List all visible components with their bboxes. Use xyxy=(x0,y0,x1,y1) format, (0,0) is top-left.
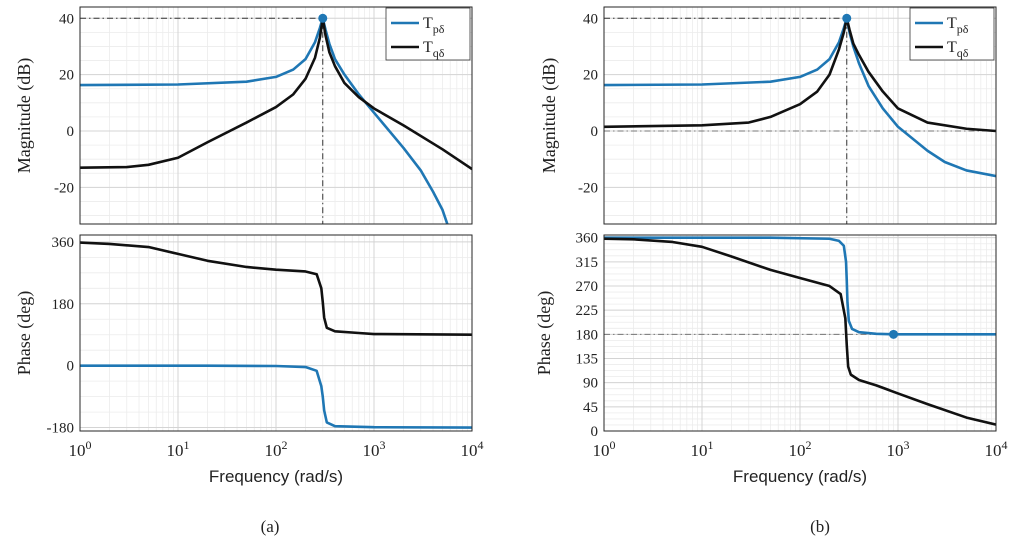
magnitude-axes-frame xyxy=(79,6,473,225)
magnitude-grid xyxy=(603,7,997,224)
series-line-p-delta xyxy=(80,16,449,224)
phase-marker-point xyxy=(889,329,899,339)
bode-plot-b: 40 20 0 -20 Magnitude (dB) 360 315 270 225 180 135… xyxy=(534,6,1008,536)
phase-y-tick-label: 315 xyxy=(576,255,599,271)
magnitude-y-tick-label: 40 xyxy=(59,11,74,27)
x-tick-label: 104 xyxy=(985,438,1008,460)
magnitude-y-axis-label: Magnitude (dB) xyxy=(539,58,560,173)
x-tick-label: 103 xyxy=(363,438,386,460)
phase-panel: 360 315 270 225 180 135 90 45 0 Phase (deg) 100 101… xyxy=(534,231,1008,460)
phase-y-tick-label: 45 xyxy=(583,400,598,416)
phase-panel: 360 180 0 -180 Phase (deg) 100 101 102 103 104 xyxy=(14,234,484,460)
phase-y-tick-label: 360 xyxy=(52,235,75,251)
magnitude-y-tick-label: 40 xyxy=(583,11,598,27)
magnitude-y-tick-label: 0 xyxy=(591,124,599,140)
phase-y-tick-label: 225 xyxy=(576,303,599,319)
legend-entry-label: Tqδ xyxy=(947,39,969,60)
magnitude-marker-point xyxy=(318,13,328,23)
phase-series xyxy=(604,236,996,426)
x-tick-label: 100 xyxy=(69,438,92,460)
legend-box xyxy=(909,7,995,61)
phase-y-axis-label: Phase (deg) xyxy=(14,291,35,375)
magnitude-marker-point xyxy=(842,13,852,23)
phase-y-tick-label: 90 xyxy=(583,376,598,392)
phase-axes-frame xyxy=(79,234,473,432)
magnitude-y-tick-label: 20 xyxy=(59,68,74,84)
series-line-p-delta xyxy=(604,236,996,336)
legend: Tpδ Tqδ xyxy=(385,7,471,61)
phase-grid xyxy=(603,235,997,432)
series-line-q-delta xyxy=(604,237,996,426)
series-line-q-delta xyxy=(80,241,472,337)
phase-y-tick-label: 135 xyxy=(576,352,599,368)
phase-axes-frame xyxy=(603,234,997,432)
phase-y-tick-label: 0 xyxy=(67,359,75,375)
magnitude-y-tick-label: -20 xyxy=(54,180,74,196)
phase-y-tick-label: 180 xyxy=(52,297,75,313)
legend-box xyxy=(385,7,471,61)
bode-plot-a: 40 20 0 -20 Magnitude (dB) 360 180 0 -180 Phase (… xyxy=(14,6,484,536)
phase-y-tick-label: 270 xyxy=(576,279,599,295)
x-tick-label: 103 xyxy=(887,438,910,460)
x-axis-label: Frequency (rad/s) xyxy=(209,467,343,486)
legend-entry-label: Tpδ xyxy=(947,15,969,36)
phase-y-tick-label: 360 xyxy=(576,231,599,247)
magnitude-panel: 40 20 0 -20 Magnitude (dB) xyxy=(539,6,997,225)
x-tick-label: 101 xyxy=(691,438,714,460)
phase-y-tick-label: -180 xyxy=(47,421,75,437)
x-axis-label: Frequency (rad/s) xyxy=(733,467,867,486)
magnitude-y-tick-label: 20 xyxy=(583,68,598,84)
x-tick-label: 100 xyxy=(593,438,616,460)
legend: Tpδ Tqδ xyxy=(909,7,995,61)
x-tick-label: 102 xyxy=(265,438,288,460)
magnitude-y-tick-label: 0 xyxy=(67,124,75,140)
phase-y-tick-label: 0 xyxy=(591,424,599,440)
x-tick-label: 102 xyxy=(789,438,812,460)
subfigure-caption: (a) xyxy=(261,517,280,536)
phase-series xyxy=(80,241,472,429)
legend-entry-label: Tpδ xyxy=(423,15,445,36)
magnitude-reference-lines xyxy=(80,17,324,224)
x-tick-label: 101 xyxy=(167,438,190,460)
magnitude-series xyxy=(80,16,472,224)
magnitude-reference-lines xyxy=(604,17,996,224)
phase-y-tick-label: 180 xyxy=(576,327,599,343)
x-tick-label: 104 xyxy=(461,438,484,460)
series-line-q-delta xyxy=(80,16,472,171)
magnitude-y-tick-label: -20 xyxy=(578,180,598,196)
subfigure-caption: (b) xyxy=(810,517,830,536)
phase-y-axis-label: Phase (deg) xyxy=(534,291,555,375)
magnitude-y-axis-label: Magnitude (dB) xyxy=(14,58,35,173)
series-line-p-delta xyxy=(80,364,472,429)
legend-entry-label: Tqδ xyxy=(423,39,445,60)
magnitude-axes-frame xyxy=(603,6,997,225)
phase-grid xyxy=(79,235,473,431)
